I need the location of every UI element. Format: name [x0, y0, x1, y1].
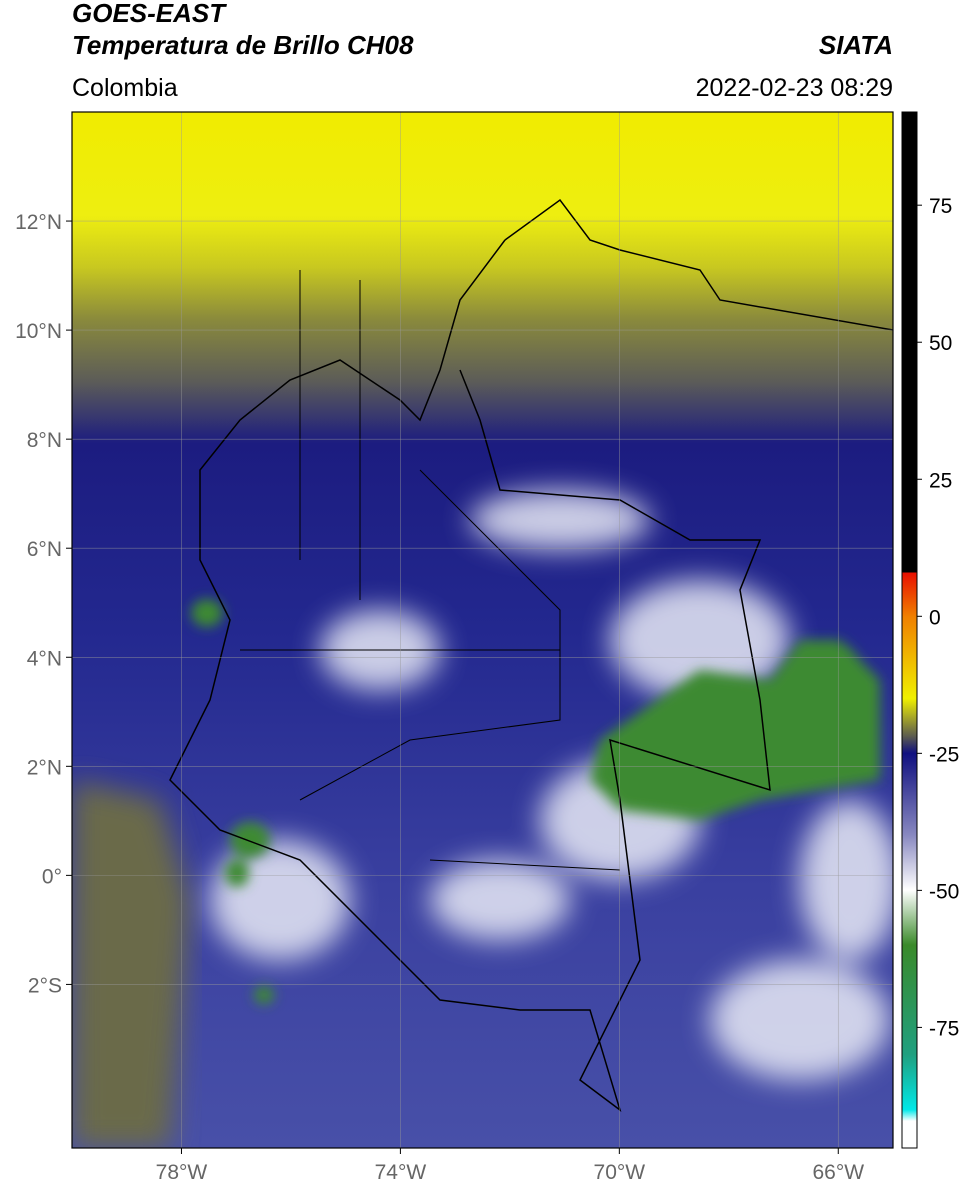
colorbar-label: -75 — [929, 1017, 959, 1040]
y-tick-label: 2°S — [28, 974, 62, 997]
departments — [240, 270, 621, 871]
map-frame — [71, 111, 894, 1149]
timestamp: 2022-02-23 08:29 — [696, 74, 893, 102]
satellite-image — [72, 112, 893, 1148]
borders — [169, 198, 893, 1112]
x-tick-label: 70°W — [594, 1161, 646, 1184]
colorbar-label: 50 — [929, 332, 952, 355]
y-tick-label: 6°N — [27, 538, 62, 561]
x-tick-label: 78°W — [156, 1161, 208, 1184]
colorbar-label: 0 — [929, 606, 941, 629]
y-tick-label: 10°N — [15, 320, 62, 343]
x-tick-label: 74°W — [375, 1161, 427, 1184]
colorbar-label: 75 — [929, 195, 952, 218]
x-tick-label: 66°W — [812, 1161, 864, 1184]
source: SIATA — [819, 30, 893, 60]
colorbar — [901, 111, 918, 1149]
y-tick-label: 4°N — [27, 647, 62, 670]
y-tick-label: 2°N — [27, 756, 62, 779]
title: GOES-EAST — [72, 0, 227, 28]
colorbar-label: -50 — [929, 880, 959, 903]
subtitle: Temperatura de Brillo CH08 — [72, 30, 414, 60]
y-tick-label: 12°N — [15, 211, 62, 234]
colorbar-label: 25 — [929, 469, 952, 492]
y-tick-label: 8°N — [27, 429, 62, 452]
y-tick-label: 0° — [42, 865, 62, 888]
region: Colombia — [72, 74, 178, 102]
colorbar-label: -25 — [929, 743, 959, 766]
